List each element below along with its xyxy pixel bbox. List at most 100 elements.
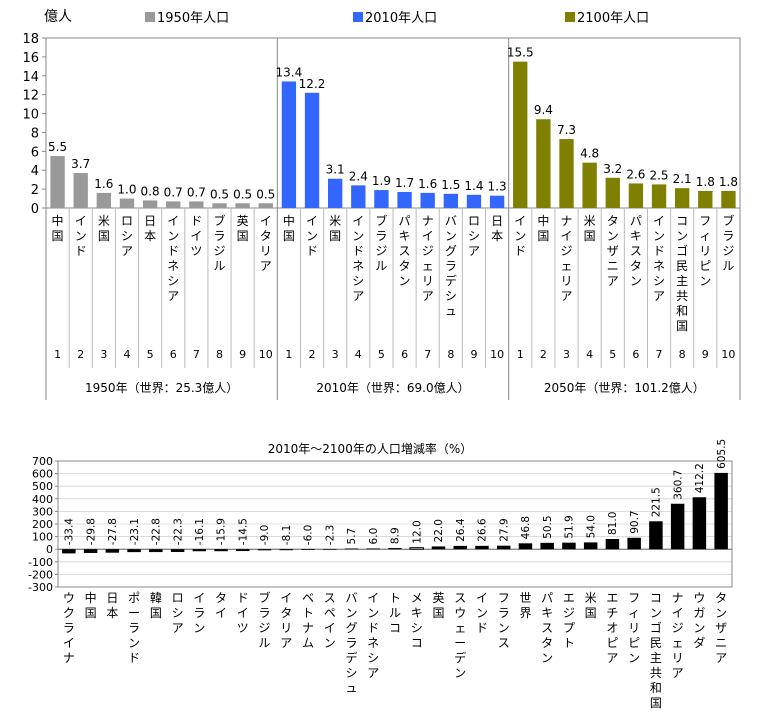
top-category-label-char: ド [514, 244, 526, 258]
top-category-label-char: リ [260, 244, 272, 258]
bottom-category-label-char: バ [346, 591, 358, 605]
bottom-category-label-char: ラ [193, 606, 205, 620]
top-bar-value-label: 2.1 [673, 172, 692, 186]
bottom-category-label-char: コ [389, 621, 401, 635]
bottom-category-label-char: 国 [85, 606, 97, 620]
bottom-category-label-char: ド [476, 621, 488, 635]
top-category-label-char: ル [375, 259, 387, 273]
top-rank-label: 2 [309, 348, 316, 361]
top-bar-0-5 [166, 201, 181, 208]
top-category-label-char: ェ [560, 259, 572, 273]
top-category-label: ドイツ [190, 214, 202, 258]
top-category-label-char: ド [352, 244, 364, 258]
top-category-label-char: 米 [98, 214, 110, 228]
top-category-label: 米国 [98, 214, 110, 243]
top-category-label-char: 主 [676, 274, 688, 288]
top-category-label: インド [306, 214, 318, 258]
bottom-category-label-char: 中 [85, 590, 97, 605]
top-bar-2-9 [721, 191, 736, 208]
bottom-category-label-char: 共 [650, 666, 662, 680]
bottom-category-label-char: 民 [650, 636, 662, 650]
bottom-category-label-char: 日 [106, 591, 118, 605]
top-category-label-char: 本 [144, 229, 156, 243]
top-category-label-char: ブ [722, 213, 734, 228]
bottom-bar-28 [670, 503, 685, 550]
bottom-bar-value-label: 605.5 [716, 439, 728, 469]
bottom-bar-value-label: -16.1 [194, 518, 206, 545]
top-category-label-char: ナ [422, 214, 434, 228]
bottom-category-label-char: シ [172, 606, 184, 620]
top-category-label-char: キ [399, 229, 411, 243]
bottom-category-label-char: プ [563, 621, 575, 635]
bottom-bar-value-label: 26.4 [455, 518, 467, 542]
top-category-label-char: ジ [722, 244, 734, 258]
top-bar-value-label: 1.6 [94, 177, 113, 191]
bottom-category-label-char: 英 [432, 591, 444, 605]
top-category-label-char: シ [468, 229, 480, 243]
top-category-label-char: ド [167, 244, 179, 258]
bottom-bar-value-label: 5.7 [346, 528, 358, 545]
bottom-y-tick-label: -300 [28, 581, 53, 594]
top-category-label-char: ス [399, 244, 411, 258]
top-category-label-char: ン [653, 229, 665, 243]
top-bar-value-label: 0.7 [187, 185, 206, 199]
top-bar-2-2 [559, 139, 574, 208]
bottom-category-label-char: ン [193, 621, 205, 635]
bottom-bar-value-label: -27.8 [107, 518, 119, 545]
top-category-label-char: イ [190, 229, 202, 243]
bottom-bar-0 [62, 549, 76, 554]
top-bar-value-label: 13.4 [276, 65, 303, 79]
top-rank-label: 6 [170, 348, 177, 361]
top-category-label-char: ピ [699, 259, 711, 273]
bottom-category-label-char: ン [454, 666, 466, 680]
bottom-category-label-char: コ [650, 591, 662, 605]
top-bar-value-label: 1.8 [696, 175, 715, 189]
bottom-bar-value-label: -22.3 [172, 518, 184, 545]
top-rank-label: 5 [378, 348, 385, 361]
bottom-bar-value-label: 221.5 [651, 487, 663, 517]
top-bar-value-label: 2.5 [649, 168, 668, 182]
top-bar-0-7 [212, 203, 227, 208]
bottom-category-label-char: イ [237, 606, 249, 620]
bottom-bar-18 [453, 545, 467, 550]
bottom-category-label-char: ア [715, 651, 727, 665]
bottom-category-label-char: ン [346, 606, 358, 620]
bottom-bar-value-label: 360.7 [672, 470, 684, 500]
bottom-bar-value-label: 90.7 [629, 510, 641, 533]
bottom-y-tick-label: 100 [32, 531, 53, 544]
bottom-category-label-char: ラ [346, 636, 358, 650]
top-category-label-char: 日 [491, 214, 503, 228]
bottom-y-tick-label: 400 [32, 493, 53, 506]
top-legend-label-0: 1950年人口 [157, 11, 229, 26]
top-bar-0-9 [258, 203, 273, 208]
top-category-label-char: フ [699, 214, 711, 228]
bottom-bar-value-label: -29.8 [85, 518, 97, 545]
bottom-category-label-char: ガ [693, 606, 705, 620]
top-category-label-char: ロ [121, 214, 133, 228]
bottom-bar-6 [192, 549, 207, 552]
top-category-label-char: ィ [699, 229, 711, 243]
bottom-bar-value-label: -6.0 [303, 525, 315, 546]
top-category-label-char: ド [653, 244, 665, 258]
top-rank-label: 7 [424, 348, 431, 361]
top-bar-value-label: 3.7 [71, 157, 90, 171]
bottom-category-label-char: ダ [693, 635, 705, 650]
bottom-bar-value-label: -14.5 [237, 518, 249, 545]
bottom-bar-17 [431, 546, 446, 550]
bottom-category-label-char: ル [389, 606, 401, 620]
top-rank-label: 8 [447, 348, 454, 361]
bottom-category-label-char: ウ [454, 606, 466, 620]
bottom-category-label-char: 国 [585, 606, 597, 620]
bottom-category-label-char: ウ [693, 591, 705, 605]
